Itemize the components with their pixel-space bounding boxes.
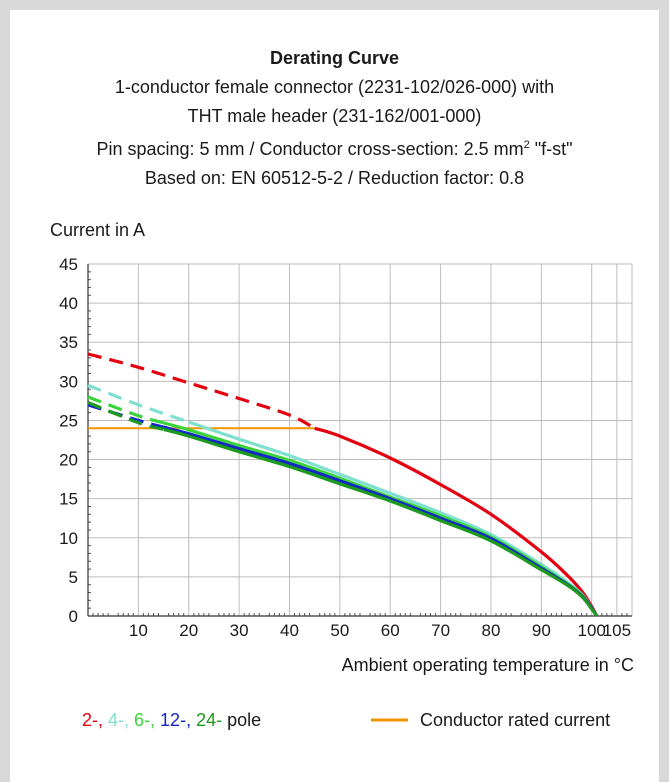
grid-lines bbox=[88, 263, 633, 616]
series-12-pole-solid bbox=[163, 425, 599, 617]
subtitle-line-3-suffix: "f-st" bbox=[529, 139, 573, 159]
legend-pole-4: 4-, bbox=[103, 710, 129, 730]
legend: 2-, 4-, 6-, 12-, 24- pole Conductor rated… bbox=[82, 710, 610, 730]
x-tick-label-80: 80 bbox=[482, 621, 501, 640]
x-tick-label-100: 100 bbox=[578, 621, 606, 640]
y-axis-label: Current in A bbox=[50, 220, 145, 240]
series-2-pole-dashed bbox=[87, 352, 316, 430]
y-tick-label-15: 15 bbox=[59, 490, 78, 509]
legend-pole-12: 12-, bbox=[155, 710, 191, 730]
chart-subtitle-line-3: Pin spacing: 5 mm / Conductor cross-sect… bbox=[10, 131, 659, 164]
legend-pole-24: 24- bbox=[191, 710, 222, 730]
chart-subtitle-line-2: THT male header (231-162/001-000) bbox=[187, 106, 482, 126]
legend-rated-current-label: Conductor rated current bbox=[420, 710, 610, 730]
y-tick-label-25: 25 bbox=[59, 411, 78, 430]
x-tick-label-20: 20 bbox=[179, 621, 198, 640]
chart-subtitle-line-1: 1-conductor female connector (2231-102/0… bbox=[114, 77, 555, 97]
x-tick-label-50: 50 bbox=[330, 621, 349, 640]
y-tick-label-5: 5 bbox=[69, 568, 78, 587]
y-tick-label-30: 30 bbox=[59, 372, 78, 391]
y-tick-label-20: 20 bbox=[59, 451, 78, 470]
x-tick-label-10: 10 bbox=[129, 621, 148, 640]
y-tick-label-40: 40 bbox=[59, 294, 78, 313]
x-tick-label-105: 105 bbox=[603, 621, 631, 640]
x-tick-label-40: 40 bbox=[280, 621, 299, 640]
series-24-pole-dashed bbox=[87, 401, 165, 431]
series-lines bbox=[87, 352, 599, 617]
series-6-pole-dashed bbox=[87, 395, 165, 425]
chart-subtitle-line-4: Based on: EN 60512-5-2 / Reduction facto… bbox=[144, 168, 525, 188]
chart-title: Derating Curve bbox=[269, 48, 400, 68]
y-tick-label-45: 45 bbox=[59, 255, 78, 274]
axes bbox=[87, 264, 632, 617]
y-tick-label-35: 35 bbox=[59, 333, 78, 352]
legend-pole-entries: 2-, 4-, 6-, 12-, 24- pole bbox=[82, 710, 261, 730]
series-4-pole-dashed bbox=[87, 383, 190, 424]
y-tick-label-0: 0 bbox=[69, 607, 78, 626]
superscript-two: 2 bbox=[523, 139, 530, 151]
x-tick-label-60: 60 bbox=[381, 621, 400, 640]
y-tick-label-10: 10 bbox=[59, 529, 78, 548]
x-tick-label-30: 30 bbox=[230, 621, 249, 640]
legend-pole-2: 2-, bbox=[82, 710, 103, 730]
x-tick-label-70: 70 bbox=[431, 621, 450, 640]
x-tick-label-90: 90 bbox=[532, 621, 551, 640]
legend-pole-pole: pole bbox=[222, 710, 261, 730]
chart-title-block: Derating Curve 1-conductor female connec… bbox=[10, 44, 659, 193]
x-axis-label: Ambient operating temperature in °C bbox=[342, 655, 634, 675]
subtitle-line-3-text: Pin spacing: 5 mm / Conductor cross-sect… bbox=[96, 139, 524, 159]
series-24-pole-solid bbox=[163, 427, 599, 617]
legend-pole-6: 6-, bbox=[129, 710, 155, 730]
